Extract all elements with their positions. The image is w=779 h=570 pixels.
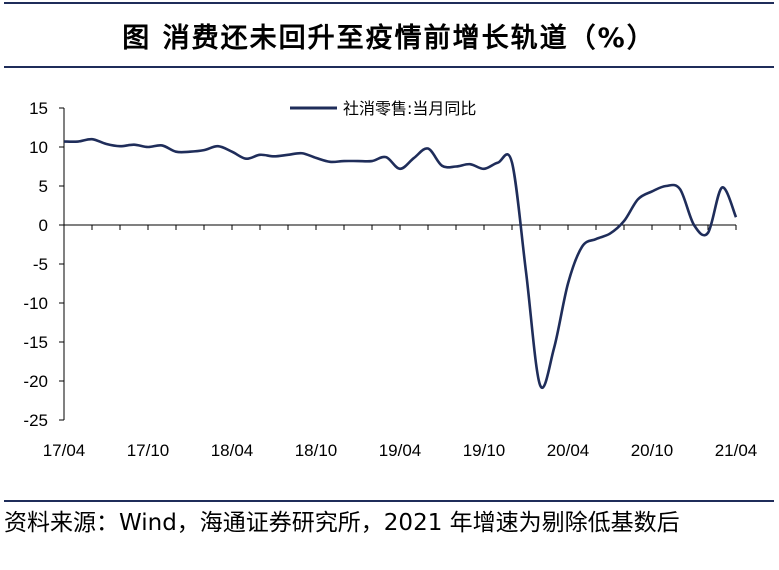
series-line [63, 137, 738, 389]
x-tick-label: 18/10 [295, 441, 338, 460]
y-tick-label: 10 [29, 138, 48, 157]
y-tick-label: -10 [23, 294, 48, 313]
chart-title-bar: 图 消费还未回升至疫情前增长轨道（%） [4, 2, 774, 68]
chart-title: 图 消费还未回升至疫情前增长轨道（%） [122, 22, 656, 54]
y-tick-label: -5 [33, 255, 48, 274]
x-tick-label: 20/10 [631, 441, 674, 460]
x-tick-label: 20/04 [547, 441, 590, 460]
x-tick-label: 18/04 [211, 441, 254, 460]
y-tick-label: 0 [39, 216, 48, 235]
legend-label: 社消零售:当月同比 [343, 99, 476, 118]
x-tick-label: 21/04 [715, 441, 758, 460]
y-tick-label: -20 [23, 372, 48, 391]
x-tick-label: 17/04 [43, 441, 86, 460]
y-tick-label: 15 [29, 99, 48, 118]
x-tick-label: 19/04 [379, 441, 422, 460]
x-tick-label: 17/10 [127, 441, 170, 460]
source-note: 资料来源：Wind，海通证券研究所，2021 年增速为剔除低基数后 [4, 500, 774, 540]
x-tick-label: 19/10 [463, 441, 506, 460]
y-tick-label: -25 [23, 411, 48, 430]
y-tick-label: -15 [23, 333, 48, 352]
line-chart: 15 10 5 0 -5 -10 -15 -20 -25 17/04 17/10 18/04 18/10… [23, 99, 758, 460]
y-tick-label: 5 [39, 177, 48, 196]
